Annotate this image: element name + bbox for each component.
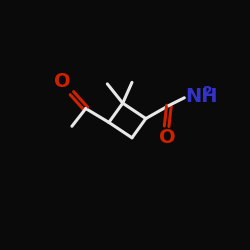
Text: 2: 2 (203, 84, 212, 98)
Text: NH: NH (185, 87, 218, 106)
Text: O: O (54, 72, 70, 91)
Text: O: O (159, 128, 176, 147)
